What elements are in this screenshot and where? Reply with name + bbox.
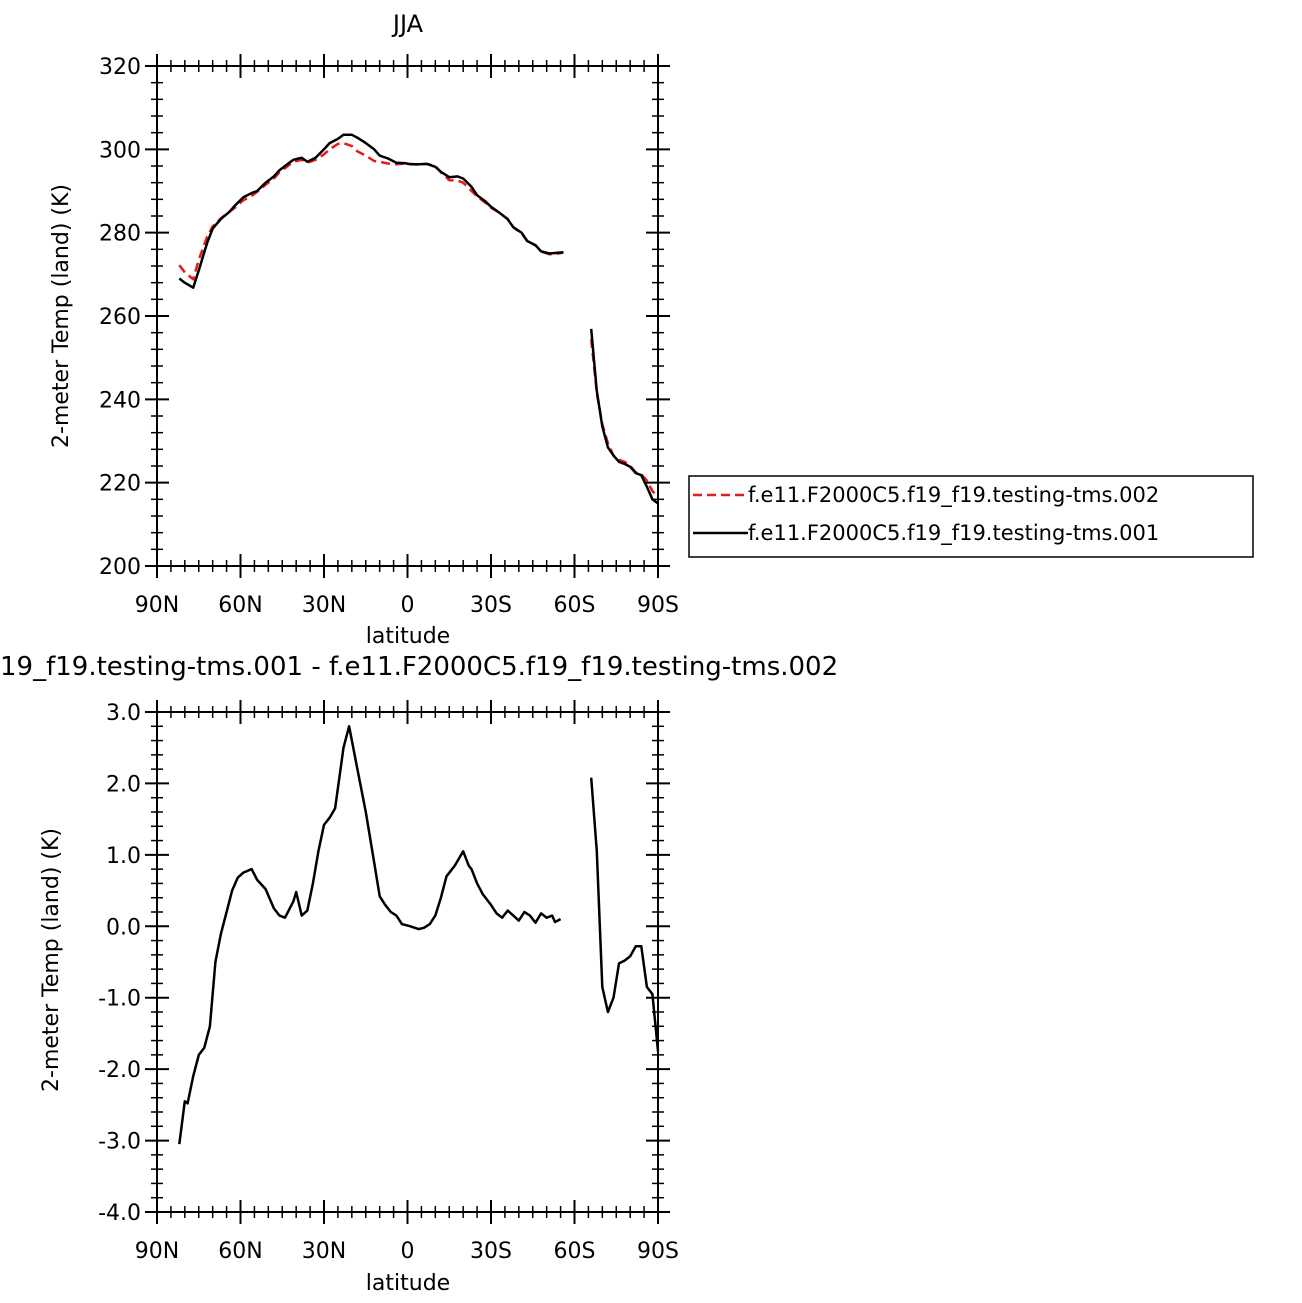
top-series-lines	[178, 133, 659, 505]
top-x-axis-ticks: 90N 60N 30N 0 30S 60S 90S	[135, 54, 679, 618]
top-series-1-segment-0	[178, 133, 564, 289]
bottom-y-tick-label: -4.0	[98, 1201, 141, 1226]
legend: f.e11.F2000C5.f19_f19.testing-tms.002 f.…	[688, 475, 1254, 558]
top-y-tick-label: 260	[99, 305, 141, 330]
top-line-chart: JJA 200 220 240 260 280 300 320 90N 60N 30N 0 30S 6…	[49, 10, 679, 649]
top-y-axis-ticks: 200 220 240 260 280 300 320	[99, 55, 670, 580]
bottom-x-tick-label: 30N	[302, 1239, 346, 1264]
bottom-plot-frame	[156, 711, 659, 1213]
bottom-x-tick-label: 60N	[218, 1239, 262, 1264]
legend-box	[688, 475, 1254, 558]
bottom-y-tick-label: 0.0	[106, 915, 141, 940]
bottom-y-tick-label: -2.0	[98, 1058, 141, 1083]
bottom-y-axis-label: 2-meter Temp (land) (K)	[39, 828, 64, 1092]
bottom-y-tick-label: 3.0	[106, 701, 141, 726]
bottom-series-0-segment-1	[589, 777, 660, 1052]
top-x-tick-label: 0	[401, 593, 415, 618]
top-y-tick-label: 240	[99, 388, 141, 413]
bottom-x-tick-label: 90N	[135, 1239, 179, 1264]
top-x-tick-label: 60N	[218, 593, 262, 618]
bottom-y-tick-label: 2.0	[106, 772, 141, 797]
bottom-chart-title: 19_f19.testing-tms.001 - f.e11.F2000C5.f…	[0, 652, 838, 682]
bottom-y-axis-ticks: -4.0 -3.0 -2.0 -1.0 0.0 1.0 2.0 3.0	[98, 701, 670, 1226]
top-x-tick-label: 90N	[135, 593, 179, 618]
top-chart-title: JJA	[391, 10, 424, 38]
top-series-0-segment-0	[178, 141, 564, 281]
top-x-tick-label: 90S	[637, 593, 679, 618]
bottom-x-tick-label: 30S	[470, 1239, 512, 1264]
top-series-1-segment-1	[589, 328, 659, 505]
top-y-tick-label: 200	[99, 555, 141, 580]
top-y-tick-label: 300	[99, 138, 141, 163]
bottom-series-0-segment-0	[178, 725, 562, 1145]
top-x-tick-label: 60S	[554, 593, 596, 618]
bottom-series-lines	[178, 725, 660, 1145]
bottom-x-tick-label: 60S	[554, 1239, 596, 1264]
bottom-x-axis-label: latitude	[366, 1271, 450, 1296]
bottom-x-tick-label: 90S	[637, 1239, 679, 1264]
top-x-tick-label: 30N	[302, 593, 346, 618]
top-plot-frame	[156, 65, 659, 567]
bottom-y-tick-label: 1.0	[106, 844, 141, 869]
bottom-y-tick-label: -3.0	[98, 1130, 141, 1155]
top-y-tick-label: 220	[99, 472, 141, 497]
bottom-x-axis-ticks: 90N 60N 30N 0 30S 60S 90S	[135, 700, 679, 1264]
top-y-tick-label: 320	[99, 55, 141, 80]
top-y-axis-label: 2-meter Temp (land) (K)	[49, 184, 74, 448]
legend-label-series-002: f.e11.F2000C5.f19_f19.testing-tms.002	[748, 483, 1159, 508]
legend-label-series-001: f.e11.F2000C5.f19_f19.testing-tms.001	[748, 521, 1159, 546]
top-x-axis-label: latitude	[366, 624, 450, 649]
top-x-tick-label: 30S	[470, 593, 512, 618]
bottom-y-tick-label: -1.0	[98, 987, 141, 1012]
bottom-line-chart: 19_f19.testing-tms.001 - f.e11.F2000C5.f…	[0, 652, 838, 1296]
bottom-x-tick-label: 0	[401, 1239, 415, 1264]
top-y-tick-label: 280	[99, 222, 141, 247]
